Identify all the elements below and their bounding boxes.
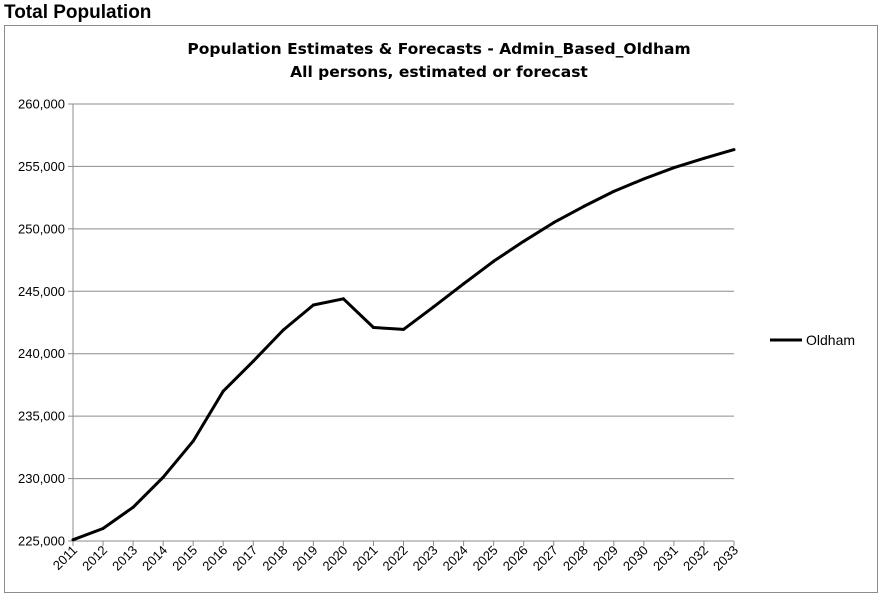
- data-point: [131, 505, 135, 509]
- x-tick-label: 2022: [380, 543, 411, 574]
- data-point: [672, 166, 676, 170]
- chart-title: Population Estimates & Forecasts - Admin…: [187, 40, 690, 58]
- x-tick-label: 2030: [620, 543, 651, 574]
- x-tick-label: 2021: [350, 543, 381, 574]
- data-point: [582, 204, 586, 208]
- y-tick-label: 255,000: [18, 159, 65, 174]
- data-point: [101, 527, 105, 531]
- x-axis-ticks: 2011201220132014201520162017201820192020…: [50, 541, 741, 574]
- x-tick-label: 2018: [259, 543, 290, 574]
- y-tick-label: 250,000: [18, 221, 65, 236]
- x-tick-label: 2028: [560, 543, 591, 574]
- series-layer: [71, 148, 736, 542]
- data-point: [462, 282, 466, 286]
- y-tick-label: 235,000: [18, 409, 65, 424]
- x-tick-label: 2016: [199, 543, 230, 574]
- data-point: [251, 359, 255, 363]
- legend: Oldham: [770, 332, 855, 348]
- data-point: [642, 177, 646, 181]
- x-tick-label: 2014: [139, 543, 170, 574]
- x-tick-label: 2024: [440, 543, 471, 574]
- data-point: [341, 297, 345, 301]
- axes: [72, 104, 734, 542]
- data-point: [552, 221, 556, 225]
- chart-subtitle: All persons, estimated or forecast: [290, 63, 588, 81]
- data-point: [522, 239, 526, 243]
- data-point: [161, 475, 165, 479]
- data-point: [432, 305, 436, 309]
- series-line-oldham: [72, 148, 735, 542]
- data-point: [191, 439, 195, 443]
- x-tick-label: 2027: [530, 543, 561, 574]
- gridlines: [73, 103, 734, 542]
- y-tick-label: 245,000: [18, 284, 65, 299]
- x-tick-label: 2033: [710, 543, 741, 574]
- data-point: [612, 189, 616, 193]
- data-point: [402, 327, 405, 331]
- x-tick-label: 2026: [500, 543, 531, 574]
- x-tick-label: 2023: [410, 543, 441, 574]
- legend-label-oldham: Oldham: [806, 332, 855, 348]
- data-point: [311, 303, 315, 307]
- x-tick-label: 2031: [650, 543, 681, 574]
- x-tick-label: 2029: [590, 543, 621, 574]
- y-tick-label: 230,000: [18, 471, 65, 486]
- x-tick-label: 2020: [319, 543, 350, 574]
- data-point: [492, 259, 496, 263]
- page-heading: Total Population: [4, 2, 152, 23]
- y-axis-ticks: 225,000 230,000 235,000 240,000 245,000 250,0…: [18, 97, 73, 549]
- data-point: [71, 538, 75, 542]
- x-tick-label: 2032: [680, 543, 711, 574]
- data-point: [221, 389, 225, 393]
- data-point: [702, 156, 706, 160]
- x-tick-label: 2025: [470, 543, 501, 574]
- x-tick-label: 2017: [229, 543, 260, 574]
- x-tick-label: 2012: [79, 543, 110, 574]
- y-tick-label: 240,000: [18, 346, 65, 361]
- x-tick-label: 2015: [169, 543, 200, 574]
- y-tick-label: 225,000: [18, 534, 65, 549]
- data-point: [732, 148, 736, 152]
- x-tick-label: 2019: [289, 543, 320, 574]
- chart-frame: [4, 25, 878, 593]
- x-tick-label: 2013: [109, 543, 140, 574]
- data-point: [281, 328, 285, 332]
- data-point: [371, 325, 375, 329]
- y-tick-label: 260,000: [18, 97, 65, 112]
